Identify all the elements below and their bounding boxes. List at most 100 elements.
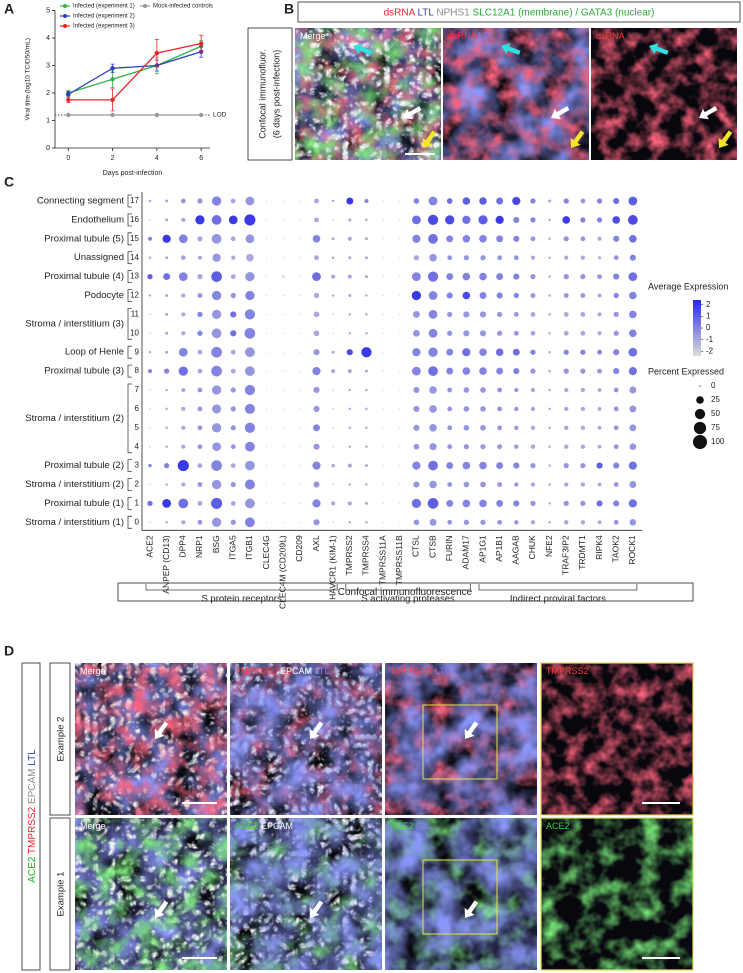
dot (331, 294, 335, 297)
dot (629, 310, 637, 319)
dot (597, 444, 602, 449)
dot (530, 406, 536, 412)
row-label: 6 (135, 404, 140, 413)
dot (147, 500, 153, 507)
side-label-part: ACE2 (27, 856, 38, 883)
row-label: 11 (131, 310, 140, 319)
dot (413, 255, 420, 261)
micrograph-layer (443, 28, 589, 160)
reference-label: LOD (213, 112, 227, 119)
arrow-shape (403, 106, 422, 120)
row-group-label: Proximal tubule (2) (44, 460, 124, 471)
dot (613, 444, 619, 450)
dot (427, 271, 439, 282)
column-group-label: S activating proteases (361, 594, 455, 605)
data-point (154, 112, 160, 118)
dot (230, 198, 236, 204)
dot (399, 351, 401, 353)
dot (548, 445, 551, 448)
dot (230, 236, 236, 242)
dot (313, 349, 320, 356)
dot (348, 388, 352, 392)
color-tick-label: 1 (706, 311, 711, 320)
dot (613, 311, 619, 318)
dot (548, 426, 551, 430)
dot (282, 370, 284, 372)
dot (165, 521, 168, 524)
dot (244, 327, 256, 339)
dot (512, 348, 520, 356)
column-label: AP1B1 (494, 535, 504, 562)
arrow-shape (718, 130, 733, 148)
dot (548, 199, 552, 203)
dot (331, 501, 336, 506)
dot (244, 403, 255, 414)
dot (364, 501, 368, 505)
dot (497, 519, 503, 525)
dot (446, 367, 454, 375)
dot (629, 481, 637, 488)
dot (496, 235, 504, 243)
dot (580, 330, 586, 336)
dot (347, 274, 352, 279)
dot (197, 463, 203, 469)
dot (382, 200, 384, 202)
column-label: CHUK (527, 535, 537, 559)
image-label-part: LTL (435, 666, 450, 676)
row-bracket (127, 345, 132, 359)
dot (596, 500, 603, 507)
row-group-label: Podocyte (84, 290, 124, 301)
dot (497, 482, 503, 487)
dot (181, 425, 186, 430)
arrow-shape (154, 900, 169, 918)
dot (564, 425, 569, 430)
dot (313, 330, 320, 337)
column-label: NRP1 (194, 535, 204, 558)
dot (480, 424, 486, 431)
column-label: ITGA5 (228, 535, 238, 560)
arrow-shape (154, 721, 169, 739)
inset-box (422, 704, 498, 780)
dot (299, 521, 301, 523)
dot (147, 236, 153, 241)
dot (245, 517, 255, 528)
row-label: 9 (135, 347, 140, 356)
dot (628, 366, 637, 376)
dot (265, 521, 268, 523)
image-label: TMPRSS2 (546, 666, 589, 676)
dot (399, 219, 401, 221)
dot (230, 368, 236, 374)
dot (564, 406, 569, 412)
dot (230, 406, 236, 412)
color-tick-label: 0 (706, 323, 711, 332)
row-label: 1 (135, 499, 140, 508)
dot (496, 367, 504, 375)
dot (365, 521, 368, 524)
dot (149, 389, 151, 391)
dot (148, 350, 152, 354)
image-label-part: LTL (296, 821, 311, 831)
legend-swatch-dot (143, 4, 147, 8)
dot (513, 255, 519, 261)
dot (580, 425, 586, 430)
dot (548, 521, 551, 524)
column-label: CLEC4G (261, 535, 271, 569)
dot (197, 311, 203, 318)
header-label-part: dsRNA (384, 7, 416, 18)
dot (399, 238, 401, 240)
dot (447, 519, 453, 525)
dot (530, 482, 536, 487)
dot (165, 426, 168, 430)
image-label-part: dsRNA (448, 31, 477, 41)
dot (265, 465, 268, 467)
dot (597, 388, 602, 392)
dot (629, 254, 636, 261)
dot (299, 446, 301, 448)
dot (245, 234, 255, 244)
dot (580, 255, 585, 260)
data-point (198, 112, 204, 118)
dot (364, 464, 368, 468)
dot (282, 408, 284, 410)
dot (412, 310, 420, 318)
dot (382, 276, 384, 278)
